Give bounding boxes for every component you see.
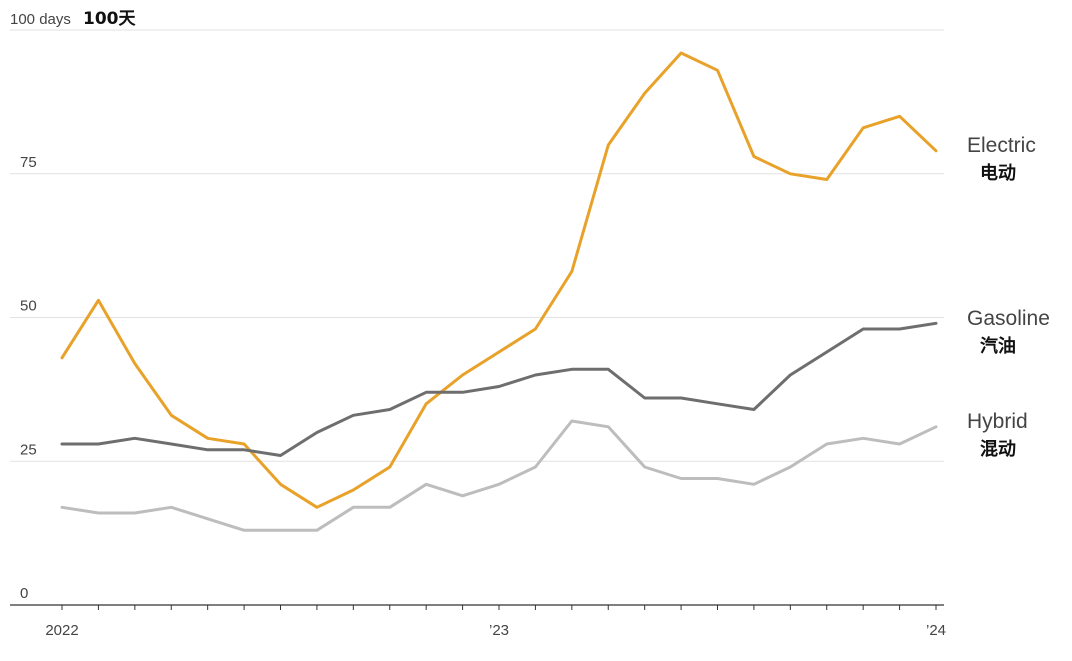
series-label-electric: Electric (967, 134, 1036, 157)
y-tick-label: 50 (20, 298, 37, 315)
series-line-hybrid (60, 419, 938, 532)
y-tick-labels: 0 25 50 75 (20, 154, 37, 602)
series-line-electric (60, 51, 938, 509)
x-tick-label: 2022 (45, 622, 78, 639)
y-tick-label: 25 (20, 441, 37, 458)
series-label-zh-gasoline: 汽油 (980, 335, 1016, 357)
x-axis: 2022 ’23 ’24 (10, 604, 946, 639)
series-line-gasoline (60, 321, 938, 457)
series-label-zh-hybrid: 混动 (980, 439, 1016, 460)
y-unit-label: 100 days (10, 11, 71, 28)
y-tick-label: 0 (20, 585, 28, 602)
series-label-hybrid: Hybrid (967, 410, 1028, 433)
y-unit-label-zh: 100天 (83, 9, 136, 29)
gridlines (10, 29, 944, 462)
series-labels: Electric 电动 Gasoline 汽油 Hybrid 混动 (967, 134, 1050, 460)
series-label-zh-electric: 电动 (980, 162, 1016, 184)
x-tick-label: ’23 (489, 622, 509, 639)
series-lines (60, 51, 938, 532)
x-tick-label: ’24 (926, 622, 946, 639)
series-label-gasoline: Gasoline (967, 307, 1050, 330)
y-tick-label: 75 (20, 154, 37, 171)
